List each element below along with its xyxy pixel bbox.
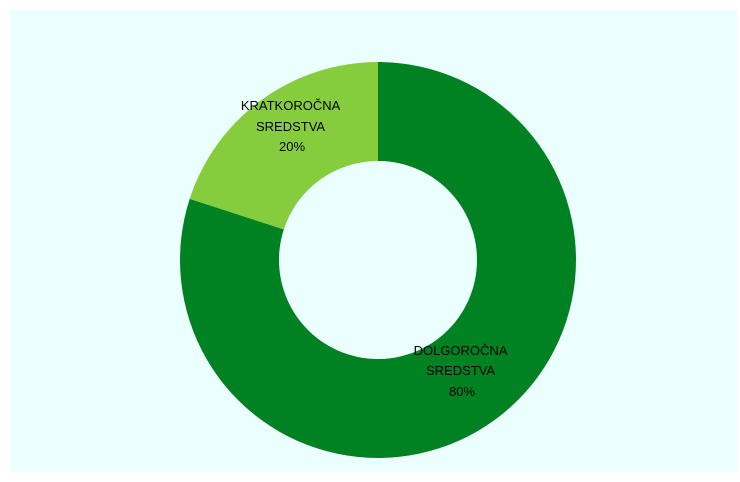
slice-label-kratkorocna: KRATKOROČNA SREDSTVA 20% <box>241 98 343 154</box>
donut-slice-kratkorocna <box>189 62 378 230</box>
slice-label-kratkorocna-line1: KRATKOROČNA <box>241 98 341 113</box>
donut-chart: DOLGOROČNA SREDSTVA 80% KRATKOROČNA SRED… <box>180 62 576 459</box>
slice-label-kratkorocna-percent: 20% <box>279 139 305 154</box>
slice-label-dolgorocna-percent: 80% <box>449 384 475 399</box>
chart-area: DOLGOROČNA SREDSTVA 80% KRATKOROČNA SRED… <box>10 10 737 472</box>
slice-label-dolgorocna-line2: SREDSTVA <box>426 363 495 378</box>
donut-slice-dolgorocna <box>180 62 576 459</box>
donut-slices <box>180 62 576 459</box>
slice-label-dolgorocna: DOLGOROČNA SREDSTVA 80% <box>414 343 511 399</box>
slice-label-kratkorocna-line2: SREDSTVA <box>256 119 325 134</box>
slice-label-dolgorocna-line1: DOLGOROČNA <box>414 343 508 358</box>
